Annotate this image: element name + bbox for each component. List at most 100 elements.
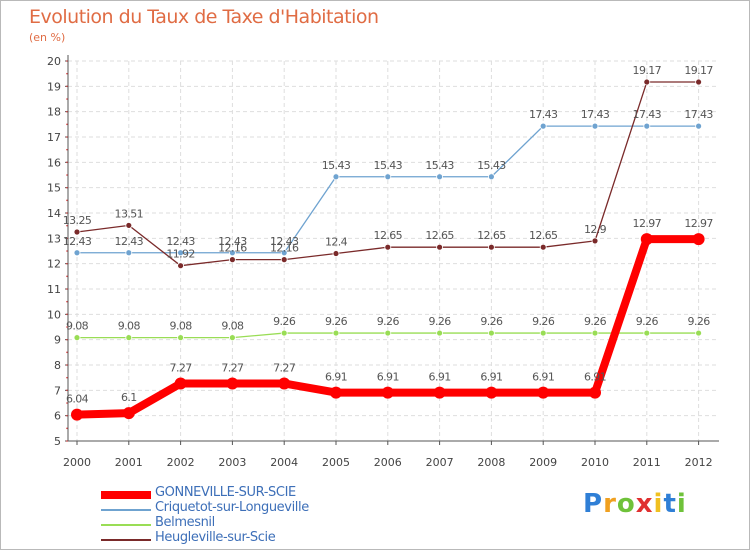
y-minor-tick — [66, 237, 68, 240]
y-minor-tick — [66, 414, 68, 417]
x-tick-label: 2011 — [633, 456, 661, 469]
y-minor-tick — [66, 364, 68, 366]
y-minor-tick — [66, 351, 68, 354]
data-label: 9.26 — [584, 315, 607, 328]
y-tick-label: 10 — [47, 308, 61, 321]
data-label: 9.08 — [66, 320, 89, 333]
y-tick-label: 18 — [47, 106, 61, 119]
data-label: 19.17 — [633, 64, 662, 77]
x-tick-label: 2008 — [477, 456, 505, 469]
data-point — [177, 334, 185, 342]
data-label: 17.43 — [684, 108, 713, 121]
data-point — [487, 173, 495, 181]
y-tick-label: 12 — [47, 258, 61, 271]
data-point — [330, 386, 342, 399]
data-point — [436, 173, 444, 181]
legend-label: Criquetot-sur-Longueville — [155, 500, 309, 515]
data-label: 9.26 — [532, 315, 555, 328]
data-point — [591, 122, 599, 130]
data-label: 12.16 — [218, 242, 247, 255]
data-label: 7.27 — [273, 361, 296, 374]
data-label: 9.26 — [273, 315, 296, 328]
y-minor-tick — [66, 161, 68, 164]
data-point — [71, 408, 83, 421]
y-minor-tick — [66, 98, 68, 100]
data-label: 12.9 — [584, 223, 607, 236]
x-tick-label: 2012 — [685, 456, 713, 469]
logo-letter: x — [635, 489, 654, 519]
data-point — [695, 122, 702, 130]
data-point — [73, 228, 81, 236]
y-minor-tick — [66, 313, 68, 316]
logo-letter: t — [663, 489, 677, 519]
data-label: 6.04 — [66, 393, 89, 406]
logo-letter: o — [616, 489, 636, 519]
y-minor-tick — [66, 440, 68, 442]
logo-letter: P — [583, 489, 604, 519]
y-tick-label: 19 — [47, 80, 61, 93]
data-label: 9.26 — [636, 315, 659, 328]
y-minor-tick — [66, 224, 68, 227]
y-tick-label: 17 — [47, 131, 61, 144]
data-label: 12.43 — [270, 235, 299, 248]
x-tick-label: 2003 — [218, 456, 246, 469]
x-tick-label: 2004 — [270, 456, 298, 469]
y-tick-label: 5 — [54, 435, 61, 448]
y-minor-tick — [66, 402, 68, 404]
logo-letter: r — [603, 489, 617, 519]
y-tick-label: 13 — [47, 232, 61, 245]
y-minor-tick — [66, 275, 68, 278]
legend-label: Heugleville-sur-Scie — [155, 530, 276, 545]
data-label: 6.91 — [377, 371, 399, 384]
data-point — [332, 329, 340, 337]
data-point — [332, 250, 340, 257]
data-label: 12.43 — [63, 235, 92, 248]
data-point — [591, 237, 599, 245]
data-point — [643, 122, 651, 130]
data-label: 9.26 — [480, 315, 503, 328]
y-tick-label: 7 — [54, 384, 61, 397]
y-minor-tick — [66, 60, 68, 62]
data-point — [640, 233, 653, 246]
data-label: 12.65 — [374, 229, 403, 242]
data-label: 12.65 — [477, 229, 506, 242]
data-label: 19.17 — [684, 64, 713, 77]
y-minor-tick — [66, 199, 68, 202]
y-minor-tick — [66, 326, 68, 328]
y-minor-tick — [66, 174, 68, 176]
data-label: 9.26 — [688, 315, 711, 328]
data-label: 9.08 — [221, 320, 244, 333]
data-label: 9.26 — [377, 315, 400, 328]
y-minor-tick — [66, 148, 68, 151]
data-label: 12.97 — [633, 217, 662, 230]
y-minor-tick — [66, 212, 68, 214]
data-label: 6.1 — [121, 391, 137, 404]
data-point — [278, 377, 291, 390]
data-label: 12.65 — [529, 229, 558, 242]
data-point — [539, 243, 547, 251]
y-minor-tick — [66, 110, 68, 113]
y-minor-tick — [66, 288, 68, 290]
proxiti-logo: Proxiti — [583, 489, 687, 519]
data-point — [591, 329, 599, 337]
x-tick-label: 2009 — [529, 456, 557, 469]
data-point — [280, 329, 288, 337]
x-tick-label: 2010 — [581, 456, 609, 469]
data-point — [73, 334, 81, 342]
data-label: 7.27 — [170, 361, 193, 374]
data-label: 15.43 — [322, 159, 351, 172]
y-tick-label: 8 — [54, 359, 61, 372]
data-label: 12.43 — [218, 235, 247, 248]
data-point — [436, 243, 444, 251]
data-point — [433, 386, 446, 399]
y-minor-tick — [66, 186, 68, 189]
data-point — [226, 377, 239, 390]
y-tick-label: 14 — [47, 207, 61, 220]
data-point — [174, 377, 187, 390]
legend-swatch — [101, 523, 151, 526]
y-minor-tick — [66, 300, 68, 303]
data-label: 15.43 — [374, 159, 403, 172]
y-minor-tick — [66, 376, 68, 379]
x-tick-label: 2006 — [374, 456, 402, 469]
data-point — [384, 173, 392, 181]
